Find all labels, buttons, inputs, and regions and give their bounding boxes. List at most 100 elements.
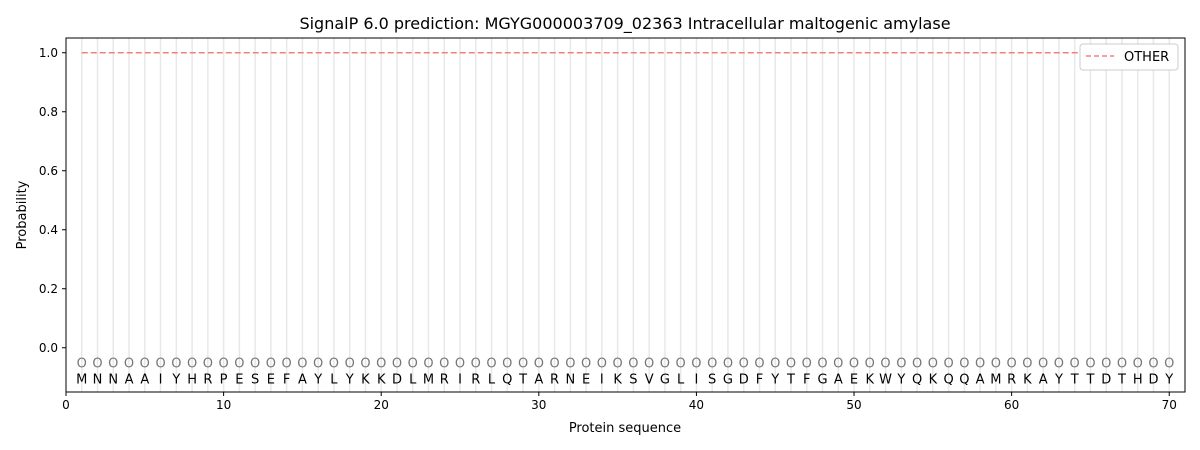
residue-label: A <box>298 372 307 387</box>
residue-label: R <box>471 372 480 387</box>
residue-label: I <box>458 372 462 387</box>
residue-label: H <box>1133 372 1143 387</box>
x-tick-label: 20 <box>374 398 389 412</box>
residue-label: D <box>1101 372 1111 387</box>
residue-label: F <box>803 372 810 387</box>
residue-label: A <box>125 372 134 387</box>
residue-label: I <box>695 372 699 387</box>
residue-label: Y <box>770 372 779 387</box>
predicted-label-mark: O <box>1007 357 1017 372</box>
residue-label: T <box>1070 372 1079 387</box>
x-tick-label: 40 <box>689 398 704 412</box>
residue-label: Q <box>502 372 512 387</box>
predicted-label-mark: O <box>408 357 418 372</box>
predicted-label-mark: O <box>676 357 686 372</box>
predicted-label-mark: O <box>691 357 701 372</box>
residue-label: L <box>677 372 685 387</box>
predicted-label-mark: O <box>1164 357 1174 372</box>
residue-label: E <box>235 372 243 387</box>
predicted-label-mark: O <box>928 357 938 372</box>
predicted-label-mark: O <box>833 357 843 372</box>
predicted-label-mark: O <box>108 357 118 372</box>
residue-label: L <box>488 372 496 387</box>
predicted-label-mark: O <box>754 357 764 372</box>
residue-label: Q <box>912 372 922 387</box>
predicted-label-mark: O <box>739 357 749 372</box>
predicted-label-mark: O <box>896 357 906 372</box>
predicted-label-mark: O <box>581 357 591 372</box>
residue-label: K <box>929 372 938 387</box>
residue-label: H <box>187 372 197 387</box>
residue-label: A <box>534 372 543 387</box>
predicted-label-mark: O <box>92 357 102 372</box>
residue-label: E <box>850 372 858 387</box>
predicted-label-mark: O <box>124 357 134 372</box>
residue-label: A <box>140 372 149 387</box>
residue-label: Y <box>171 372 180 387</box>
predicted-label-mark: O <box>943 357 953 372</box>
x-tick-label: 60 <box>1004 398 1019 412</box>
residue-label: A <box>976 372 985 387</box>
y-axis-label: Probability <box>15 180 30 249</box>
residue-label: E <box>582 372 590 387</box>
residue-label: K <box>866 372 875 387</box>
predicted-label-mark: O <box>218 357 228 372</box>
predicted-label-mark: O <box>660 357 670 372</box>
predicted-label-mark: O <box>565 357 575 372</box>
residue-label: Y <box>313 372 322 387</box>
residue-label: R <box>203 372 212 387</box>
predicted-label-mark: O <box>802 357 812 372</box>
predicted-label-mark: O <box>707 357 717 372</box>
residue-label: A <box>834 372 843 387</box>
legend-label-other: OTHER <box>1124 50 1169 65</box>
predicted-label-mark: O <box>1022 357 1032 372</box>
y-tick-label: 0.4 <box>39 223 58 237</box>
residue-label: Q <box>959 372 969 387</box>
residue-label: E <box>267 372 275 387</box>
predicted-label-mark: O <box>1070 357 1080 372</box>
predicted-label-mark: O <box>187 357 197 372</box>
predicted-label-mark: O <box>297 357 307 372</box>
y-tick-label: 0.8 <box>39 105 58 119</box>
predicted-label-mark: O <box>880 357 890 372</box>
x-tick-label: 50 <box>846 398 861 412</box>
predicted-label-mark: O <box>770 357 780 372</box>
residue-label: W <box>879 372 892 387</box>
predicted-label-mark: O <box>360 357 370 372</box>
predicted-label-mark: O <box>644 357 654 372</box>
residue-label: N <box>565 372 575 387</box>
predicted-label-mark: O <box>534 357 544 372</box>
residue-label: G <box>723 372 733 387</box>
predicted-label-mark: O <box>140 357 150 372</box>
predicted-label-mark: O <box>313 357 323 372</box>
predicted-label-mark: O <box>250 357 260 372</box>
residue-label: K <box>1023 372 1032 387</box>
predicted-label-mark: O <box>991 357 1001 372</box>
y-tick-label: 0.0 <box>39 341 58 355</box>
predicted-label-mark: O <box>1038 357 1048 372</box>
predicted-label-mark: O <box>723 357 733 372</box>
legend: OTHER <box>1079 43 1179 71</box>
predicted-label-mark: O <box>266 357 276 372</box>
residue-label: R <box>550 372 559 387</box>
predicted-label-mark: O <box>471 357 481 372</box>
predicted-label-mark: O <box>329 357 339 372</box>
predicted-label-mark: O <box>865 357 875 372</box>
residue-label: P <box>220 372 228 387</box>
residue-label: R <box>440 372 449 387</box>
y-tick-label: 1.0 <box>39 46 58 60</box>
residue-label: K <box>361 372 370 387</box>
predicted-label-mark: O <box>1101 357 1111 372</box>
x-tick-label: 10 <box>216 398 231 412</box>
residue-label: M <box>76 372 87 387</box>
predicted-label-mark: O <box>171 357 181 372</box>
predicted-label-mark: O <box>912 357 922 372</box>
predicted-label-mark: O <box>1054 357 1064 372</box>
residue-label: Y <box>1054 372 1063 387</box>
residue-label: S <box>708 372 716 387</box>
predicted-label-mark: O <box>423 357 433 372</box>
residue-label: A <box>1039 372 1048 387</box>
predicted-label-mark: O <box>455 357 465 372</box>
residue-label: K <box>613 372 622 387</box>
